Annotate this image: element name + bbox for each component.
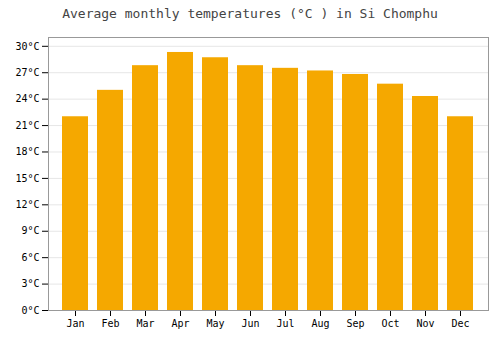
svg-text:15°C: 15°C — [15, 173, 39, 184]
svg-text:9°C: 9°C — [21, 225, 39, 236]
svg-text:Oct: Oct — [381, 318, 399, 329]
svg-text:Dec: Dec — [451, 318, 469, 329]
svg-text:Feb: Feb — [101, 318, 119, 329]
svg-text:Nov: Nov — [416, 318, 434, 329]
svg-text:21°C: 21°C — [15, 120, 39, 131]
svg-text:12°C: 12°C — [15, 199, 39, 210]
svg-text:Sep: Sep — [346, 318, 364, 329]
svg-text:18°C: 18°C — [15, 146, 39, 157]
svg-text:Aug: Aug — [311, 318, 329, 329]
svg-text:Apr: Apr — [171, 318, 189, 329]
svg-text:6°C: 6°C — [21, 252, 39, 263]
svg-text:27°C: 27°C — [15, 67, 39, 78]
html-text:Average monthly temperatures (: Average monthly temperatures (°C ) in Si… — [62, 6, 438, 21]
svg-text:0°C: 0°C — [21, 305, 39, 316]
svg-text:Jan: Jan — [66, 318, 84, 329]
svg-text:3°C: 3°C — [21, 278, 39, 289]
svg-text:Jul: Jul — [276, 318, 294, 329]
svg-text:30°C: 30°C — [15, 41, 39, 52]
svg-text:May: May — [206, 318, 224, 329]
svg-text:Mar: Mar — [136, 318, 154, 329]
svg-text:Jun: Jun — [241, 318, 259, 329]
svg-text:24°C: 24°C — [15, 93, 39, 104]
